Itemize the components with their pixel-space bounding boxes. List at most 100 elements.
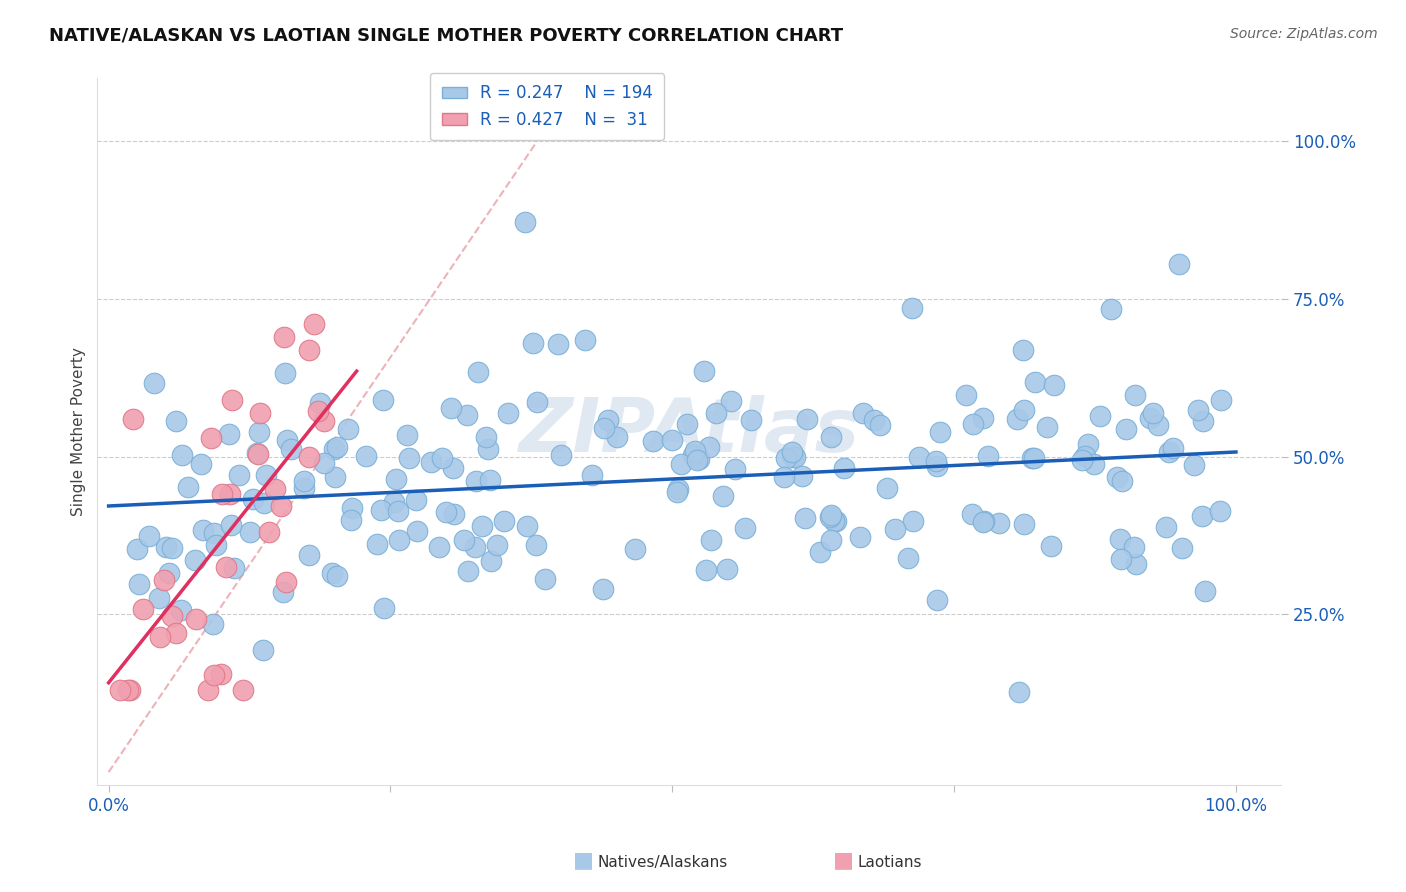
Point (204, 668, 226, 682)
Point (1194, 584, 1216, 599)
Point (1191, 414, 1213, 428)
Point (340, 501, 363, 516)
Point (354, 449, 377, 463)
Point (782, 450, 804, 464)
Point (547, 337, 569, 351)
Text: Source: ZipAtlas.com: Source: ZipAtlas.com (1230, 27, 1378, 41)
Point (823, 514, 845, 528)
Point (222, 560, 245, 574)
Point (264, 482, 287, 496)
Point (976, 449, 998, 463)
Point (325, 469, 347, 483)
Point (792, 469, 814, 483)
Point (280, 442, 302, 457)
Point (716, 562, 738, 576)
Point (962, 417, 984, 432)
Point (780, 445, 803, 459)
Point (312, 414, 335, 428)
Point (322, 442, 344, 456)
Point (808, 545, 831, 559)
Point (1109, 552, 1132, 566)
Point (1021, 450, 1043, 465)
Point (1007, 412, 1029, 426)
Point (1191, 509, 1213, 524)
Point (440, 401, 463, 416)
Point (669, 457, 692, 471)
Point (526, 395, 548, 409)
Point (1014, 517, 1036, 532)
Point (270, 499, 292, 513)
Point (252, 643, 274, 657)
Point (1123, 387, 1146, 401)
Point (862, 413, 884, 427)
Point (1108, 532, 1130, 546)
Point (1090, 409, 1112, 423)
Point (190, 457, 212, 471)
Point (122, 412, 145, 426)
Point (1099, 301, 1122, 316)
Point (443, 508, 465, 522)
Point (924, 454, 946, 468)
Point (312, 456, 335, 470)
Point (485, 538, 508, 552)
Point (326, 440, 349, 454)
Point (820, 533, 842, 548)
Point (574, 334, 596, 348)
Point (370, 503, 392, 517)
Text: ZIPAtlas: ZIPAtlas (519, 395, 859, 468)
Point (245, 446, 267, 460)
Point (464, 474, 486, 488)
Point (666, 482, 689, 496)
Point (1187, 403, 1209, 417)
Point (1142, 406, 1164, 420)
Point (734, 521, 756, 535)
Point (1154, 520, 1177, 534)
Point (849, 530, 872, 544)
Point (211, 487, 233, 501)
Point (132, 602, 155, 616)
Point (581, 468, 603, 483)
Point (1170, 541, 1192, 555)
Point (406, 524, 429, 538)
Point (170, 602, 193, 616)
Text: Natives/Alaskans: Natives/Alaskans (598, 855, 728, 870)
Point (740, 413, 762, 427)
Point (477, 442, 499, 456)
Point (1147, 418, 1170, 433)
Point (395, 428, 418, 442)
Point (249, 406, 271, 420)
Point (430, 450, 453, 465)
Point (128, 577, 150, 591)
Point (155, 540, 177, 554)
Point (685, 443, 707, 458)
Point (675, 417, 697, 431)
Point (457, 565, 479, 579)
Point (427, 540, 450, 554)
Text: ■: ■ (574, 850, 593, 870)
Point (534, 572, 557, 586)
Point (1159, 444, 1181, 458)
Point (1115, 422, 1137, 436)
Point (232, 683, 254, 698)
Point (456, 408, 478, 422)
Point (1073, 449, 1095, 463)
Point (704, 406, 727, 420)
Point (869, 417, 891, 432)
Point (598, 413, 620, 427)
Point (820, 430, 842, 444)
Point (387, 503, 409, 517)
Point (157, 566, 180, 580)
Point (252, 496, 274, 510)
Point (928, 425, 950, 440)
Point (117, 683, 139, 698)
Point (1012, 343, 1035, 357)
Point (321, 566, 343, 580)
Point (796, 412, 818, 426)
Point (453, 533, 475, 548)
Point (1211, 392, 1233, 407)
Point (152, 573, 174, 587)
Point (434, 505, 457, 519)
Point (160, 609, 183, 624)
Point (1161, 441, 1184, 455)
Point (515, 215, 537, 229)
